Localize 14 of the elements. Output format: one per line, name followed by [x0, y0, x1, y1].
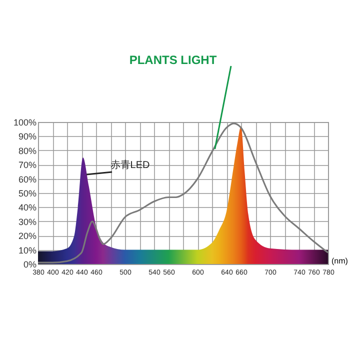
y-tick-label: 0%: [23, 260, 36, 270]
y-tick-label: 40%: [18, 202, 36, 213]
y-tick-label: 20%: [18, 231, 36, 242]
y-tick-label: 100%: [13, 118, 36, 128]
y-tick-label: 50%: [18, 188, 36, 198]
y-tick-label: 90%: [18, 132, 36, 142]
y-tick-label: 30%: [18, 216, 36, 227]
y-tick-label: 80%: [18, 146, 36, 156]
y-tick-label: 70%: [18, 160, 36, 170]
annotation: 赤青LED: [110, 159, 150, 171]
annotation: PLANTS LIGHT: [129, 53, 218, 67]
y-tick-label: 10%: [18, 245, 36, 256]
y-tick-label: 60%: [18, 174, 36, 184]
x-axis-title: (nm): [332, 256, 348, 266]
